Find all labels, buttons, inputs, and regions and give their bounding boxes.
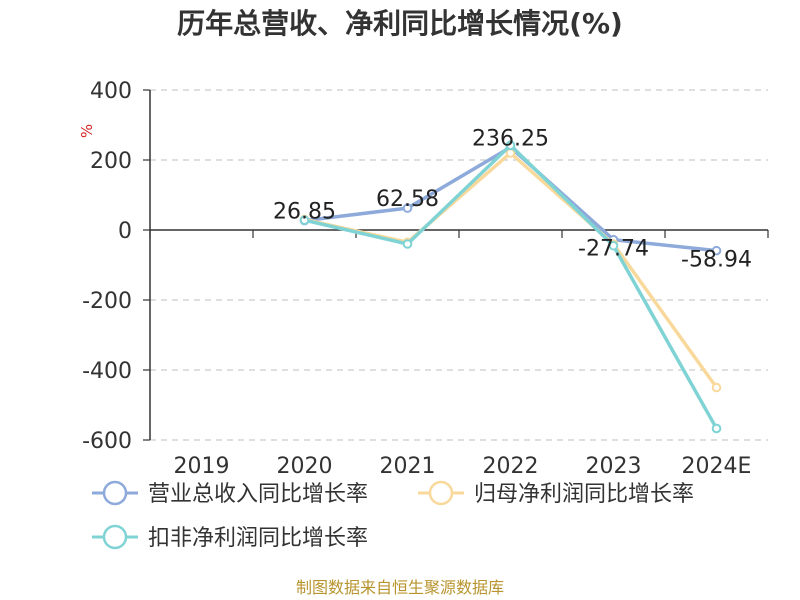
series-lines	[299, 140, 722, 434]
legend-label: 扣非净利润同比增长率	[148, 526, 368, 551]
x-tick-label: 2020	[277, 454, 333, 479]
y-tick-label: 200	[90, 149, 132, 174]
series-line	[304, 143, 719, 430]
chart-title: 历年总营收、净利同比增长情况(%)	[177, 7, 623, 40]
source-footer: 制图数据来自恒生聚源数据库	[295, 578, 504, 597]
data-point	[711, 245, 722, 256]
y-axis-label: %	[78, 124, 96, 138]
axes: 400 200 0 -200 -400 -600% 2019 2020 2021 2022 2023…	[78, 79, 769, 479]
legend-marker	[102, 524, 128, 550]
data-point	[402, 239, 413, 249]
y-tick-label: -600	[82, 429, 132, 454]
data-label: 26.85	[273, 200, 336, 225]
y-tick-label: 400	[90, 79, 132, 104]
x-tick-label: 2019	[174, 454, 230, 479]
data-label: 62.58	[376, 187, 439, 212]
data-point	[711, 382, 722, 393]
data-point	[299, 215, 310, 225]
data-labels: 26.85 62.58 236.25 -27.74 -58.94	[273, 126, 752, 272]
x-tick-label: 2022	[483, 454, 539, 479]
data-point	[402, 203, 413, 213]
data-point	[608, 240, 619, 251]
data-point	[711, 423, 722, 434]
legend-marker	[428, 480, 454, 506]
grid-lines	[150, 89, 768, 441]
data-label: 236.25	[472, 126, 549, 151]
x-tick-label: 2023	[586, 454, 642, 479]
legend-label: 营业总收入同比增长率	[148, 482, 368, 507]
legend-marker	[102, 480, 128, 506]
legend-label: 归母净利润同比增长率	[474, 482, 694, 507]
y-tick-label: -200	[82, 289, 132, 314]
data-point	[505, 140, 516, 151]
x-tick-label: 2021	[380, 454, 436, 479]
data-label: -27.74	[578, 237, 649, 262]
data-label: -58.94	[681, 248, 752, 273]
x-tick-label: 2024E	[682, 454, 752, 479]
y-tick-label: -400	[82, 359, 132, 384]
series-line	[304, 151, 718, 389]
y-tick-label: 0	[118, 219, 132, 244]
